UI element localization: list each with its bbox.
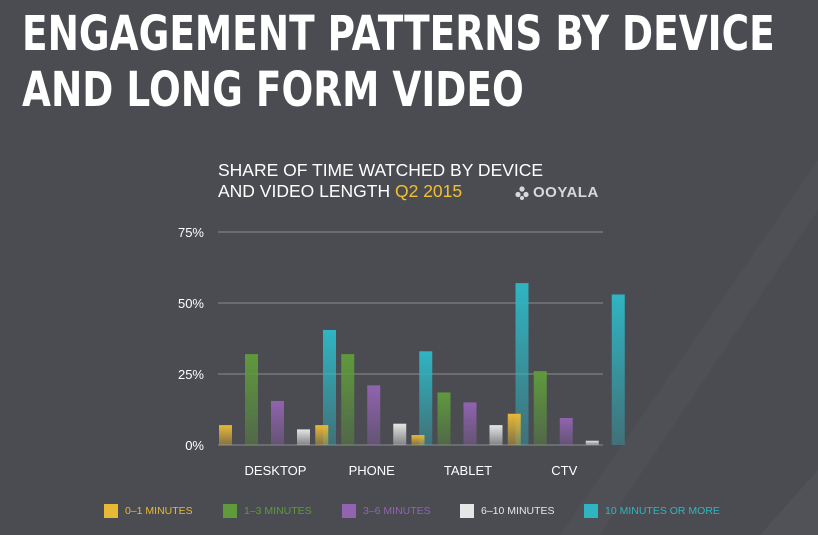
- bar-phone-1: [341, 354, 355, 445]
- legend-label: 1–3 MINUTES: [244, 505, 312, 517]
- legend-swatch: [584, 504, 598, 518]
- legend-item: 0–1 MINUTES: [104, 504, 193, 518]
- page-title-line-1: ENGAGEMENT PATTERNS BY DEVICE: [22, 6, 775, 62]
- legend-swatch: [460, 504, 474, 518]
- brand-name: OOYALA: [533, 184, 599, 201]
- x-tick-label: CTV: [551, 463, 577, 478]
- bar-tablet-4: [515, 283, 529, 445]
- y-tick-label: 75%: [178, 225, 204, 240]
- legend-swatch: [223, 504, 237, 518]
- legend-swatch: [104, 504, 118, 518]
- legend-item: 3–6 MINUTES: [342, 504, 431, 518]
- legend-label: 10 MINUTES OR MORE: [605, 505, 720, 517]
- legend-item: 10 MINUTES OR MORE: [584, 504, 720, 518]
- bar-desktop-0: [219, 425, 232, 445]
- legend-item: 6–10 MINUTES: [460, 504, 555, 518]
- y-tick-label: 50%: [178, 296, 204, 311]
- brand-logo: OOYALA: [514, 184, 599, 201]
- page-title-line-2: AND LONG FORM VIDEO: [22, 62, 524, 118]
- y-tick-label: 0%: [185, 438, 204, 453]
- bar-ctv-4: [611, 294, 625, 445]
- bar-ctv-2: [559, 418, 573, 445]
- legend-swatch: [342, 504, 356, 518]
- x-tick-label: PHONE: [349, 463, 396, 478]
- bar-desktop-2: [271, 400, 284, 445]
- bar-ctv-3: [585, 440, 599, 445]
- bar-layer: [219, 283, 625, 445]
- bar-tablet-1: [437, 392, 451, 445]
- legend-item: 1–3 MINUTES: [223, 504, 312, 518]
- bar-desktop-3: [297, 429, 310, 445]
- label-layer: 0% 25% 50% 75% DESKTOP PHONE TABLET CTV: [178, 225, 578, 478]
- bar-phone-3: [393, 423, 407, 445]
- x-tick-label: DESKTOP: [245, 463, 307, 478]
- bar-ctv-0: [507, 413, 521, 445]
- bar-phone-0: [315, 425, 329, 445]
- page-title: ENGAGEMENT PATTERNS BY DEVICE AND LONG F…: [22, 6, 775, 118]
- bar-tablet-0: [411, 435, 425, 445]
- legend-label: 3–6 MINUTES: [363, 505, 431, 517]
- chart-title-line-1: SHARE OF TIME WATCHED BY DEVICE: [218, 160, 544, 180]
- legend-label: 0–1 MINUTES: [125, 505, 193, 517]
- x-tick-label: TABLET: [444, 463, 492, 478]
- chart-title-period: Q2 2015: [394, 181, 463, 201]
- bar-tablet-3: [489, 425, 503, 445]
- bar-tablet-2: [463, 402, 477, 445]
- bar-desktop-1: [245, 354, 258, 445]
- bar-ctv-1: [533, 371, 547, 445]
- bar-phone-4: [419, 351, 433, 445]
- chart-title: SHARE OF TIME WATCHED BY DEVICE AND VIDE…: [218, 160, 543, 202]
- legend-label: 6–10 MINUTES: [481, 505, 555, 517]
- chart-title-line-2: AND VIDEO LENGTH: [218, 181, 395, 201]
- ooyala-logo-icon: [515, 185, 529, 200]
- y-tick-label: 25%: [178, 367, 204, 382]
- legend: 0–1 MINUTES 1–3 MINUTES 3–6 MINUTES 6–10 MI…: [0, 504, 818, 526]
- bar-desktop-4: [323, 329, 336, 445]
- bar-phone-2: [367, 385, 381, 445]
